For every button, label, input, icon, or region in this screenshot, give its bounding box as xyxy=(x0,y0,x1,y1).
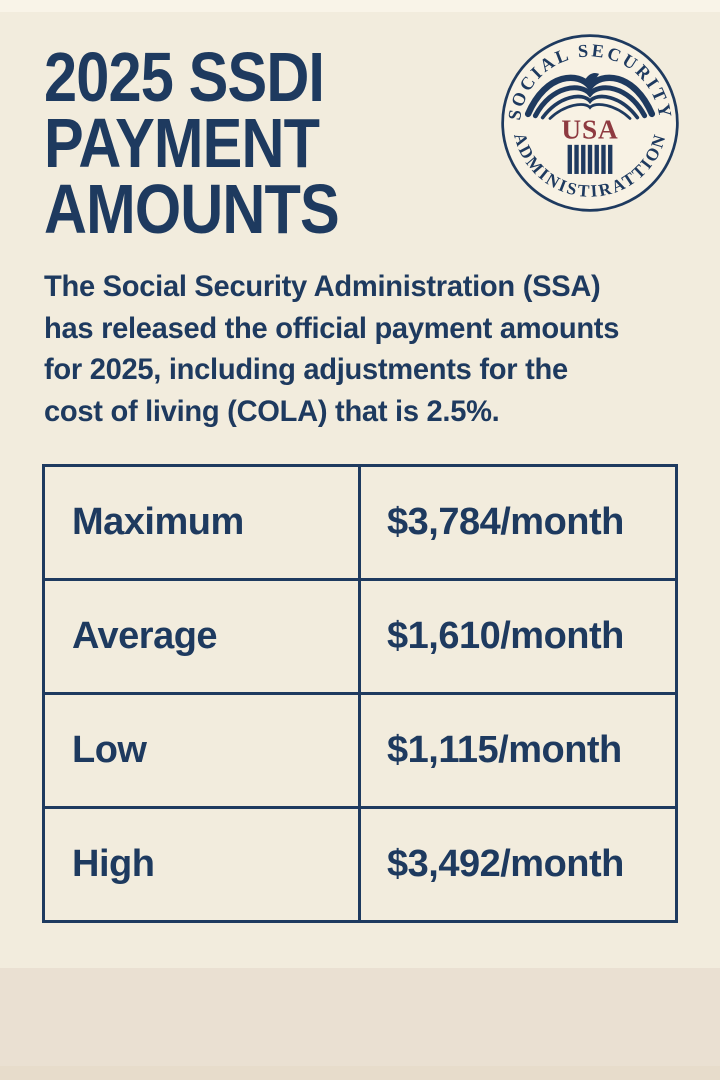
title-line-2: PAYMENT xyxy=(44,104,320,182)
bottom-edge-strip xyxy=(0,1066,720,1080)
intro-line-4: cost of living (COLA) that is 2.5%. xyxy=(44,394,500,428)
table-row: Maximum $3,784/month xyxy=(45,467,675,578)
top-strip xyxy=(0,0,720,12)
page-title: 2025 SSDI PAYMENT AMOUNTS xyxy=(44,38,391,248)
footer-band xyxy=(0,968,720,1080)
row-label: Average xyxy=(45,581,361,692)
row-label: Low xyxy=(45,695,361,806)
ssa-seal: SOCIAL SECURITY USA ADMINISTIRATTION xyxy=(499,32,681,214)
row-value: $1,610/month xyxy=(387,615,624,657)
intro-paragraph: The Social Security Administration (SSA)… xyxy=(44,266,637,432)
title-line-3: AMOUNTS xyxy=(44,170,340,248)
row-value: $3,492/month xyxy=(387,843,624,885)
intro-line-1: The Social Security Administration (SSA) xyxy=(44,270,601,303)
table-row: Low $1,115/month xyxy=(45,692,675,806)
row-value: $1,115/month xyxy=(387,729,622,771)
title-line-1: 2025 SSDI xyxy=(44,38,325,116)
row-label: High xyxy=(45,809,361,920)
table-row: Average $1,610/month xyxy=(45,578,675,692)
eagle-icon xyxy=(524,73,656,120)
payments-table: Maximum $3,784/month Average $1,610/mont… xyxy=(42,464,678,923)
table-row: High $3,492/month xyxy=(45,806,675,920)
seal-circle xyxy=(501,34,679,212)
seal-usa-label: USA xyxy=(561,114,618,144)
flag-stripes-icon xyxy=(567,144,613,174)
intro-line-3: for 2025, including adjustments for the xyxy=(44,353,568,386)
row-label: Maximum xyxy=(45,467,361,578)
row-value: $3,784/month xyxy=(387,501,624,543)
intro-line-2: has released the official payment amount… xyxy=(44,311,620,345)
